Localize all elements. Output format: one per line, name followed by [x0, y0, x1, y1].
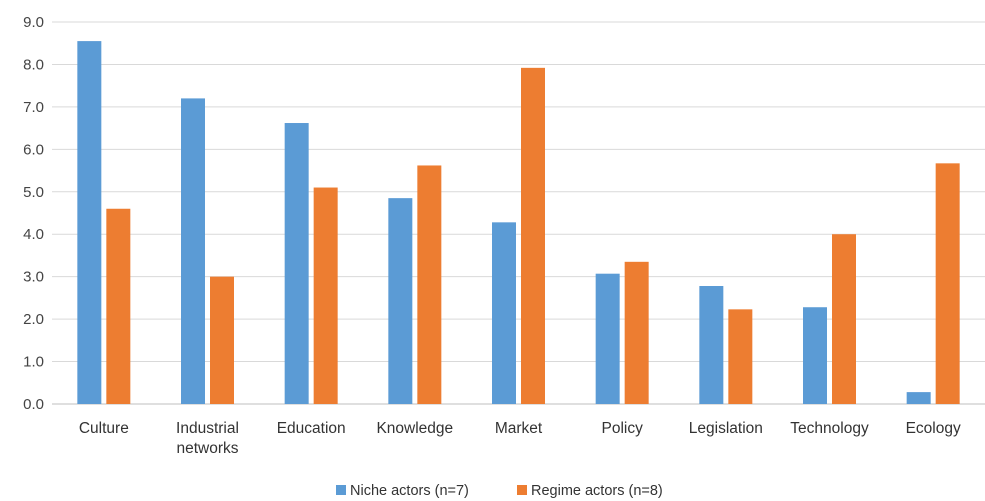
gridlines [52, 21, 985, 405]
bar-niche [803, 307, 827, 404]
y-axis-ticks: 0.0 1.0 2.0 3.0 4.0 5.0 6.0 7.0 8.0 9.0 [23, 14, 44, 413]
bar-regime [624, 261, 649, 404]
y-tick-label: 4.0 [23, 226, 44, 243]
legend-swatch-niche [336, 485, 346, 495]
x-tick-label: networks [176, 440, 238, 457]
y-tick-label: 8.0 [23, 56, 44, 73]
x-tick-label: Technology [790, 420, 869, 437]
bar-niche [595, 273, 620, 404]
bar-niche [77, 41, 102, 404]
bar-regime [521, 67, 545, 404]
y-tick-label: 0.0 [23, 396, 44, 413]
bar-niche [284, 123, 309, 405]
bar-niche [388, 198, 413, 404]
y-tick-label: 9.0 [23, 14, 44, 31]
bar-niche [181, 98, 205, 405]
bar-regime [210, 276, 234, 404]
x-axis-labels: Culture Industrial networks Education Knowle… [79, 420, 961, 457]
bar-regime [417, 165, 442, 404]
y-tick-label: 2.0 [23, 311, 44, 328]
legend-label-regime: Regime actors (n=8) [531, 483, 663, 499]
x-tick-label: Legislation [689, 420, 763, 437]
x-tick-label: Culture [79, 420, 129, 437]
legend: Niche actors (n=7) Regime actors (n=8) [336, 483, 663, 499]
x-tick-label: Industrial [176, 420, 239, 437]
y-tick-label: 5.0 [23, 184, 44, 201]
x-tick-label: Market [495, 420, 543, 437]
x-tick-label: Education [277, 420, 346, 437]
bar-niche [492, 222, 516, 404]
bar-regime [728, 309, 753, 404]
bar-niche [699, 286, 724, 404]
bar-regime [832, 234, 856, 404]
x-tick-label: Knowledge [376, 420, 453, 437]
bar-regime [935, 163, 960, 404]
y-tick-label: 6.0 [23, 141, 44, 158]
x-tick-label: Policy [601, 420, 643, 437]
x-tick-label: Ecology [906, 420, 961, 437]
y-tick-label: 7.0 [23, 99, 44, 116]
bar-niche [906, 392, 931, 404]
y-tick-label: 1.0 [23, 354, 44, 371]
y-tick-label: 3.0 [23, 269, 44, 286]
bars [77, 41, 960, 405]
legend-swatch-regime [517, 485, 527, 495]
legend-label-niche: Niche actors (n=7) [350, 483, 469, 499]
bar-regime [313, 187, 338, 404]
bar-regime [106, 208, 131, 404]
